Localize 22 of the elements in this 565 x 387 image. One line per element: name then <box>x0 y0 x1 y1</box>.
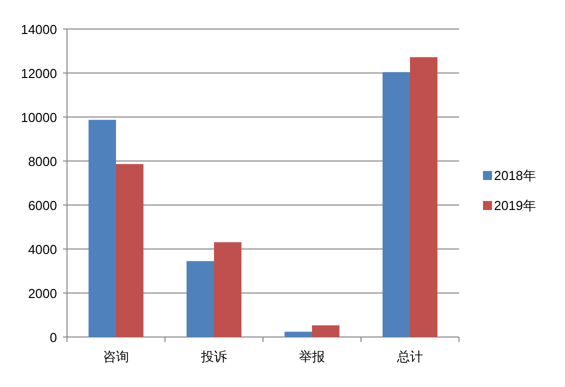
y-tick-label: 0 <box>50 330 57 345</box>
y-tick-label: 2000 <box>28 286 57 301</box>
legend-label: 2018年 <box>494 168 536 183</box>
y-tick-label: 14000 <box>20 22 57 37</box>
y-tick-label: 6000 <box>28 198 57 213</box>
y-tick-label: 4000 <box>28 242 57 257</box>
bar <box>312 325 340 337</box>
bar <box>382 72 410 337</box>
x-tick-label: 咨询 <box>103 349 129 364</box>
bar <box>88 120 116 337</box>
x-tick-label: 举报 <box>299 349 325 364</box>
y-tick-label: 10000 <box>20 110 57 125</box>
bar <box>116 164 144 337</box>
bar <box>284 332 312 337</box>
y-tick-label: 8000 <box>28 154 57 169</box>
y-tick-label: 12000 <box>20 66 57 81</box>
bar <box>214 242 242 337</box>
x-tick-label: 投诉 <box>200 349 227 364</box>
bar <box>186 261 214 337</box>
x-tick-label: 总计 <box>396 349 423 364</box>
legend-label: 2019年 <box>494 198 536 213</box>
bar <box>410 57 438 337</box>
